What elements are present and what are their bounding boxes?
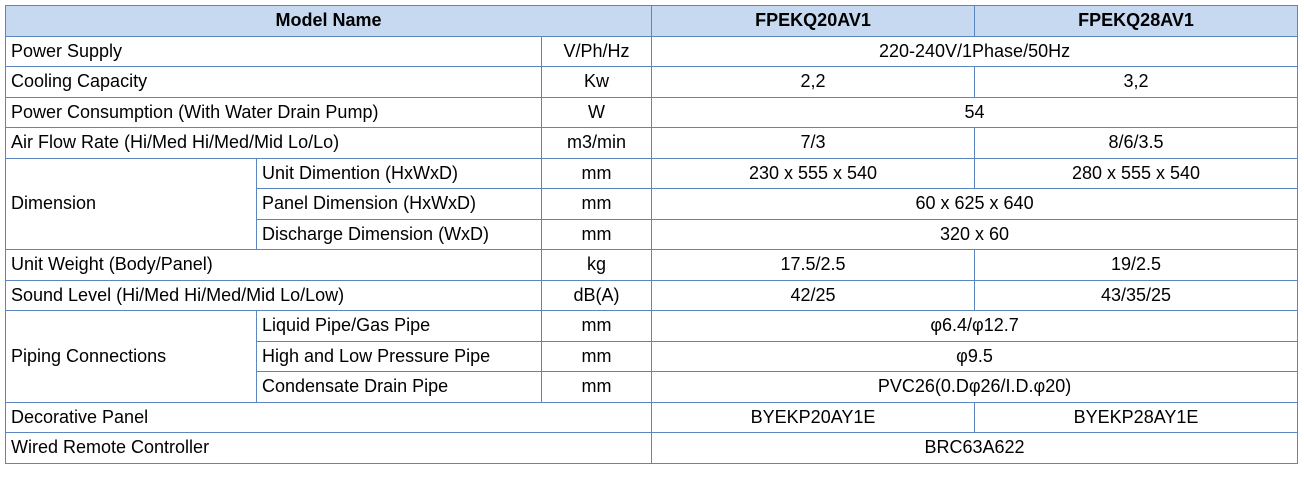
row-unit: mm [540,340,653,372]
group-label-dimension: Dimension [5,157,257,250]
table-row: Sound Level (Hi/Med Hi/Med/Mid Lo/Low) d… [5,279,1299,311]
header-row: Model Name FPEKQ20AV1 FPEKQ28AV1 [4,5,1299,37]
sub-label: Unit Dimention (HxWxD) [256,157,542,189]
header-model-a: FPEKQ20AV1 [651,5,976,37]
sub-label: High and Low Pressure Pipe [256,340,542,372]
group-label-piping: Piping Connections [5,310,257,403]
sub-label: Discharge Dimension (WxD) [256,218,542,250]
table-row: Unit Weight (Body/Panel) kg 17.5/2.5 19/… [5,249,1299,281]
row-value-a: 2,2 [651,66,976,98]
row-label: Sound Level (Hi/Med Hi/Med/Mid Lo/Low) [5,279,542,311]
row-unit: V/Ph/Hz [540,35,653,67]
row-value-a: 17.5/2.5 [651,249,976,281]
row-value-a: 230 x 555 x 540 [651,157,976,189]
row-value: 60 x 625 x 640 [651,188,1299,220]
row-value-b: 19/2.5 [974,249,1299,281]
row-value: φ9.5 [651,340,1299,372]
row-label: Unit Weight (Body/Panel) [5,249,542,281]
sub-label: Liquid Pipe/Gas Pipe [256,310,542,342]
row-unit: W [540,96,653,128]
row-unit: mm [540,371,653,403]
row-value-b: 280 x 555 x 540 [974,157,1299,189]
table-row: Discharge Dimension (WxD) mm 320 x 60 [6,218,1299,250]
row-value-b: 43/35/25 [974,279,1299,311]
row-label: Decorative Panel [4,401,653,433]
row-value: BRC63A622 [651,432,1299,464]
row-value: 54 [651,96,1299,128]
row-unit: kg [540,249,653,281]
row-value: PVC26(0.Dφ26/I.D.φ20) [651,371,1299,403]
sub-label: Panel Dimension (HxWxD) [256,188,542,220]
table-row: High and Low Pressure Pipe mm φ9.5 [6,340,1299,372]
row-value-a: 42/25 [651,279,976,311]
row-unit: mm [540,218,653,250]
table-row: Panel Dimension (HxWxD) mm 60 x 625 x 64… [6,188,1299,220]
table-row: Air Flow Rate (Hi/Med Hi/Med/Mid Lo/Lo) … [5,127,1299,159]
row-value-a: 7/3 [651,127,976,159]
row-unit: mm [540,188,653,220]
table-row: Wired Remote Controller BRC63A622 [4,432,1299,464]
spec-table: Model Name FPEKQ20AV1 FPEKQ28AV1 Power S… [4,5,1299,464]
table-row: Dimension Unit Dimention (HxWxD) mm 230 … [5,157,1299,250]
row-value-a: BYEKP20AY1E [651,401,976,433]
table-row: Cooling Capacity Kw 2,2 3,2 [5,66,1299,98]
row-unit: m3/min [540,127,653,159]
sub-label: Condensate Drain Pipe [256,371,542,403]
row-label: Air Flow Rate (Hi/Med Hi/Med/Mid Lo/Lo) [5,127,542,159]
row-value-b: 8/6/3.5 [974,127,1299,159]
table-row: Piping Connections Liquid Pipe/Gas Pipe … [5,310,1299,403]
table-row: Condensate Drain Pipe mm PVC26(0.Dφ26/I.… [6,371,1299,403]
table-row: Power Consumption (With Water Drain Pump… [5,96,1299,128]
table-row: Power Supply V/Ph/Hz 220-240V/1Phase/50H… [5,35,1299,67]
header-model-b: FPEKQ28AV1 [974,5,1299,37]
row-value-b: BYEKP28AY1E [974,401,1299,433]
row-label: Wired Remote Controller [4,432,653,464]
row-value: φ6.4/φ12.7 [651,310,1299,342]
row-label: Cooling Capacity [5,66,542,98]
row-unit: mm [540,310,653,342]
table-row: Decorative Panel BYEKP20AY1E BYEKP28AY1E [4,401,1299,433]
row-value: 220-240V/1Phase/50Hz [651,35,1299,67]
row-unit: dB(A) [540,279,653,311]
row-unit: mm [540,157,653,189]
row-unit: Kw [540,66,653,98]
row-label: Power Consumption (With Water Drain Pump… [5,96,542,128]
header-model-name: Model Name [4,5,653,37]
row-value-b: 3,2 [974,66,1299,98]
row-label: Power Supply [5,35,542,67]
row-value: 320 x 60 [651,218,1299,250]
